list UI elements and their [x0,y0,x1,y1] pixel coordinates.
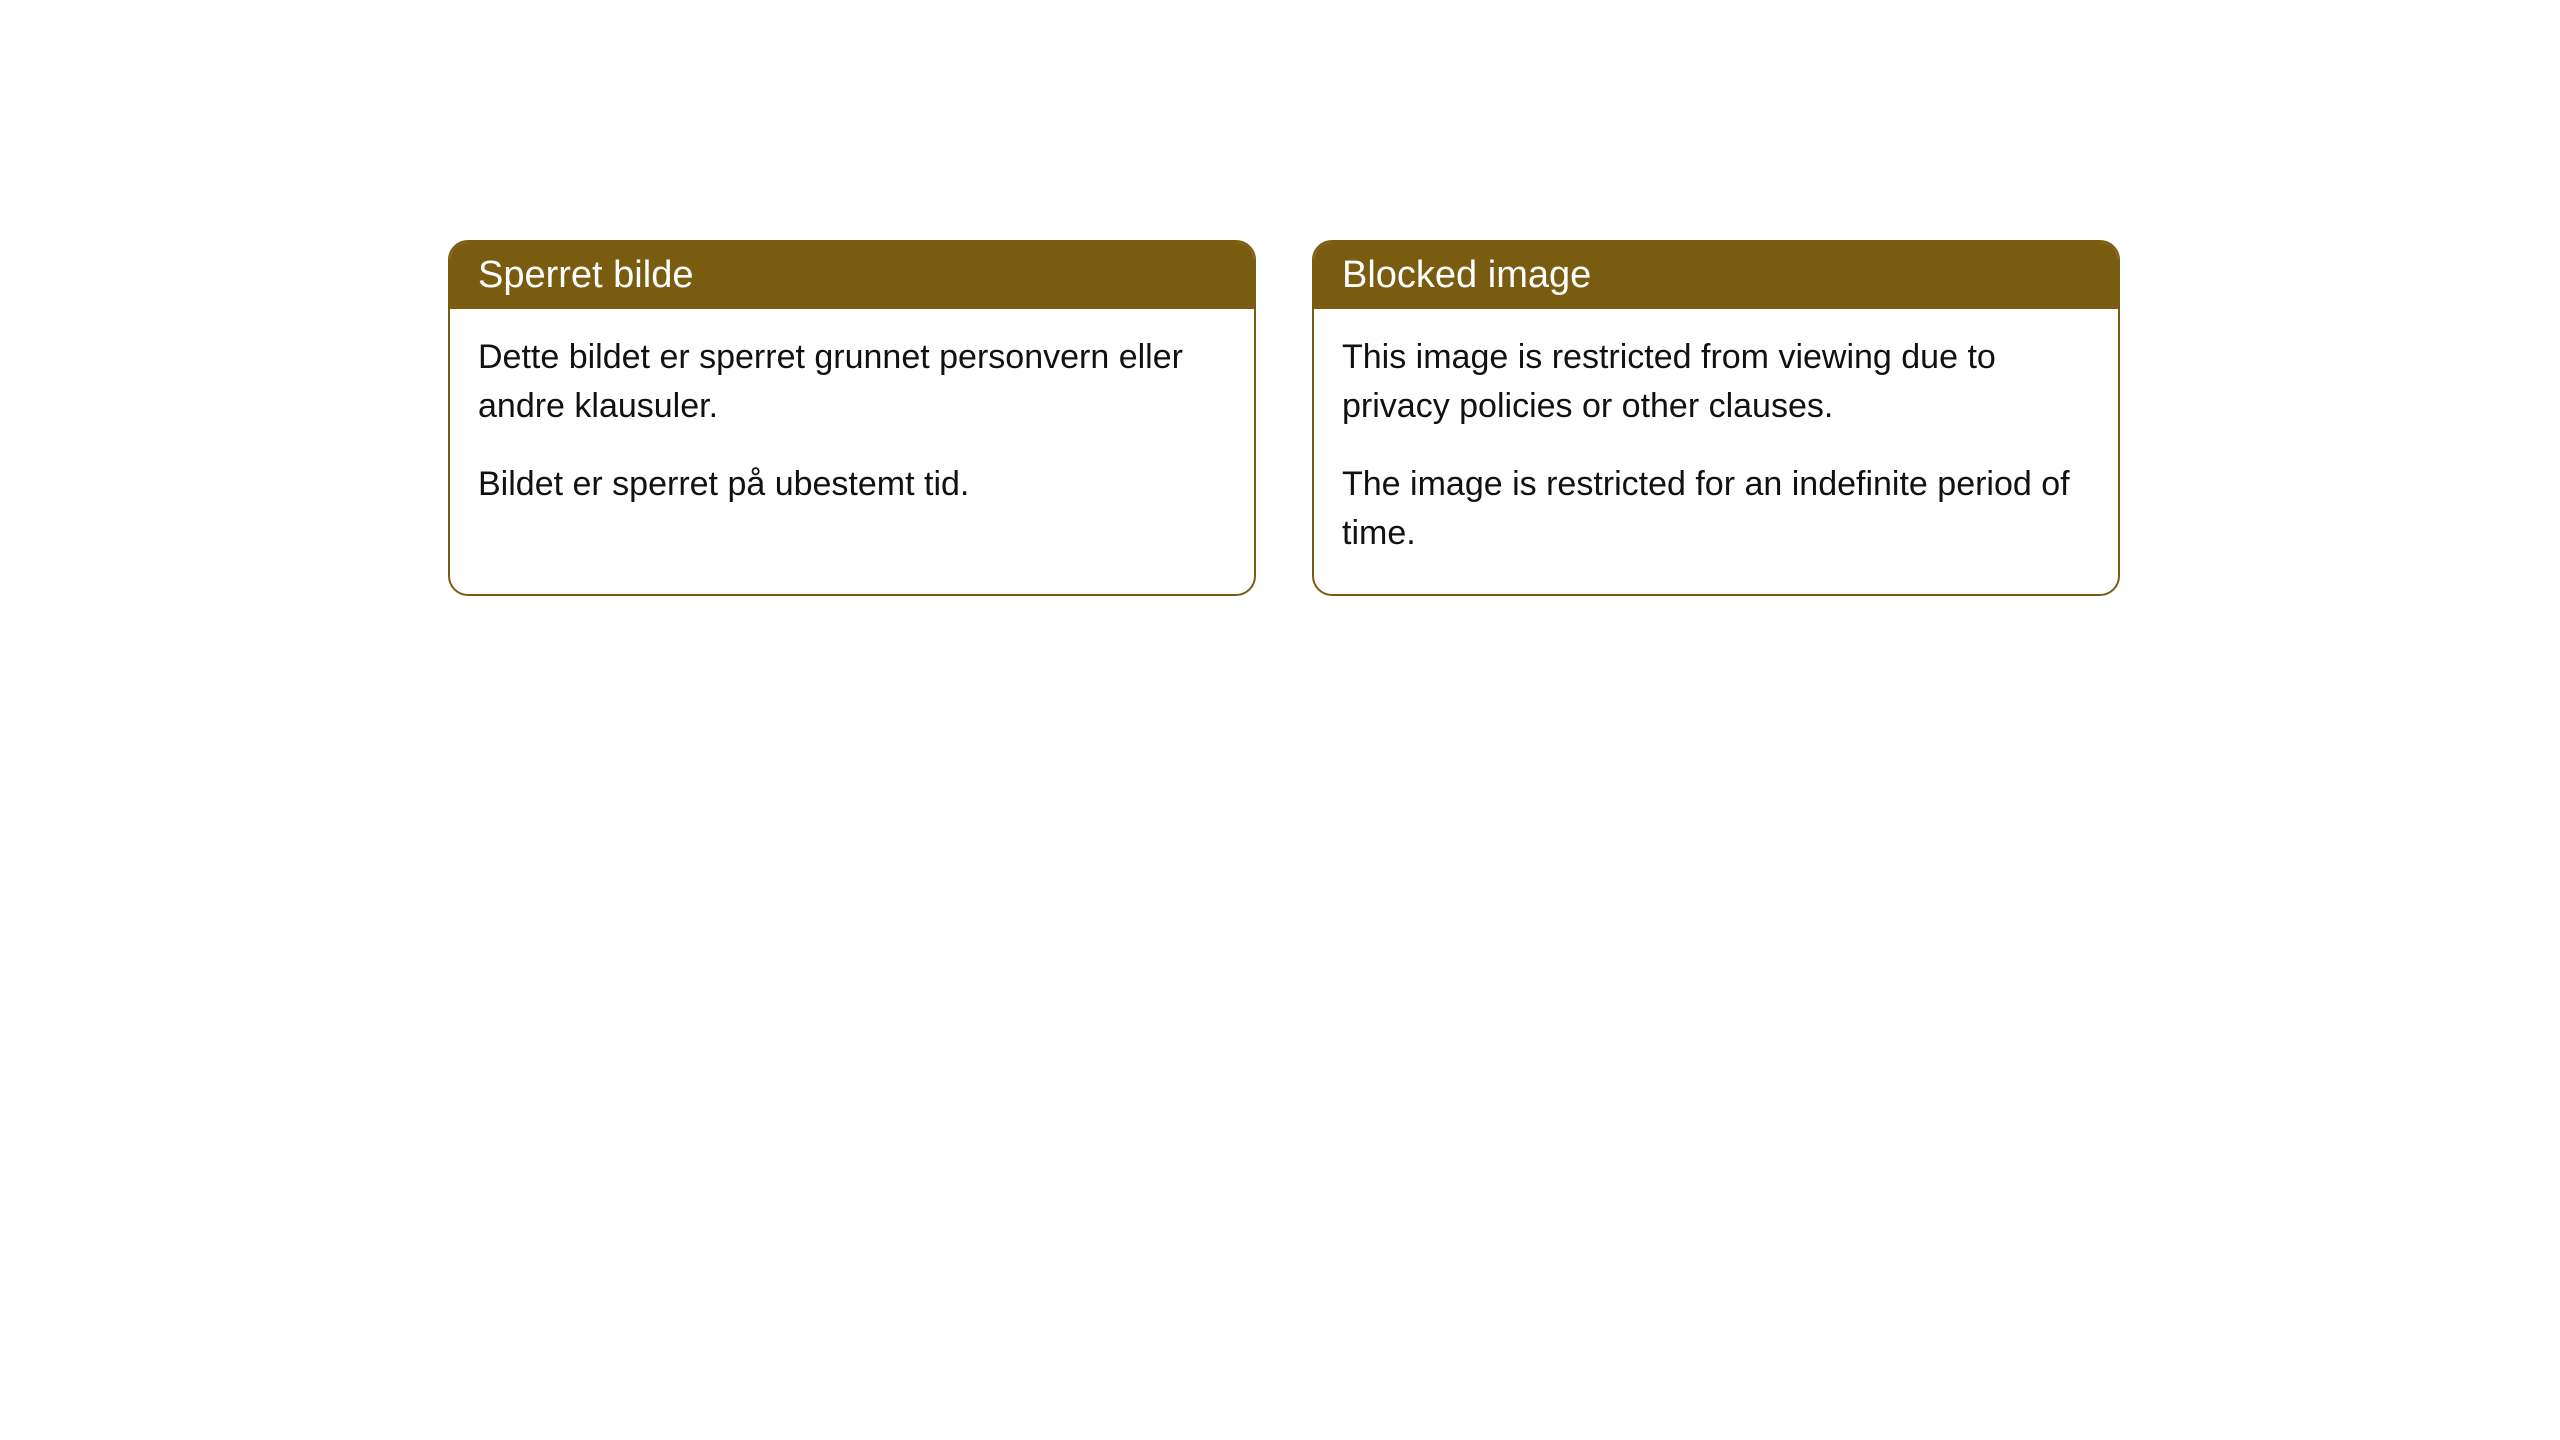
card-body: Dette bildet er sperret grunnet personve… [450,309,1254,545]
card-paragraph: Dette bildet er sperret grunnet personve… [478,333,1226,432]
card-header: Sperret bilde [450,242,1254,309]
card-title: Blocked image [1342,254,1591,296]
card-header: Blocked image [1314,242,2118,309]
card-body: This image is restricted from viewing du… [1314,309,2118,594]
notice-card-english: Blocked image This image is restricted f… [1312,240,2120,596]
card-title: Sperret bilde [478,254,693,296]
card-paragraph: The image is restricted for an indefinit… [1342,460,2090,559]
card-paragraph: This image is restricted from viewing du… [1342,333,2090,432]
notice-container: Sperret bilde Dette bildet er sperret gr… [0,0,2560,596]
card-paragraph: Bildet er sperret på ubestemt tid. [478,460,1226,509]
notice-card-norwegian: Sperret bilde Dette bildet er sperret gr… [448,240,1256,596]
